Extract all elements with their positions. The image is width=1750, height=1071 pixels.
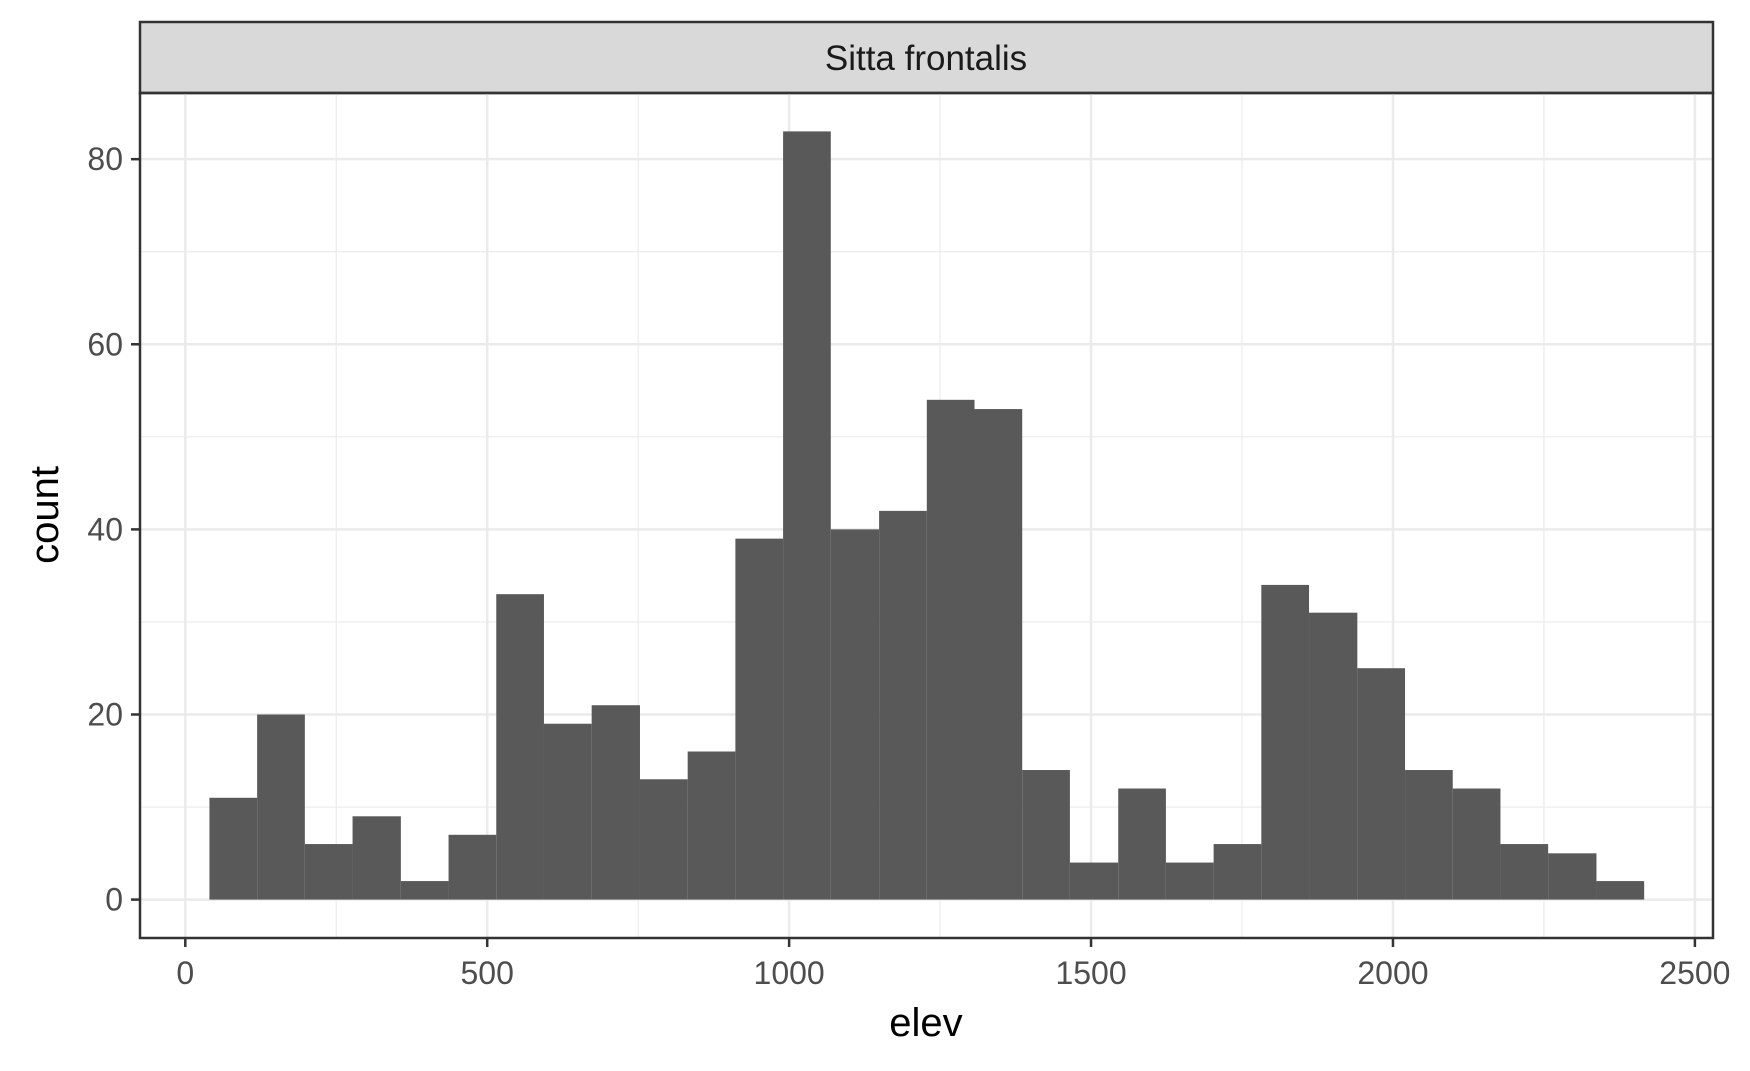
histogram-bar <box>543 723 592 900</box>
facet-label: Sitta frontalis <box>825 39 1027 78</box>
histogram-bar <box>1405 770 1453 900</box>
y-tick-label: 60 <box>87 326 123 362</box>
histogram-bars <box>209 131 1645 900</box>
histogram-bar <box>1500 844 1549 900</box>
x-tick-label: 1000 <box>754 955 825 991</box>
histogram-bar <box>304 844 353 900</box>
y-tick-label: 40 <box>87 511 123 547</box>
histogram-bar <box>1069 862 1119 900</box>
histogram-bar <box>1596 881 1645 900</box>
x-axis-title: elev <box>889 1001 962 1045</box>
y-tick-label: 0 <box>105 882 123 918</box>
x-tick-label: 0 <box>176 955 194 991</box>
x-tick-label: 1500 <box>1055 955 1126 991</box>
histogram-bar <box>591 705 640 900</box>
histogram-bar <box>879 510 927 900</box>
panel-border <box>138 91 1715 940</box>
x-tick-label: 2500 <box>1659 955 1730 991</box>
histogram-bar <box>257 714 305 900</box>
histogram-bar <box>783 131 831 900</box>
x-axis: 0 500 1000 1500 2000 2500 <box>176 938 1730 991</box>
histogram-bar <box>448 834 497 900</box>
histogram-bar <box>974 409 1023 900</box>
x-tick-label: 500 <box>461 955 514 991</box>
histogram-bar <box>830 529 880 900</box>
y-tick-label: 20 <box>87 696 123 732</box>
histogram-bar <box>1548 853 1597 900</box>
histogram-bar <box>1213 844 1262 900</box>
y-tick-label: 80 <box>87 141 123 177</box>
histogram-bar <box>926 399 975 900</box>
histogram-bar <box>735 538 784 900</box>
histogram-bar <box>1165 862 1214 900</box>
y-axis-title: count <box>23 466 67 564</box>
histogram-bar <box>1261 584 1310 900</box>
histogram-bar <box>1022 770 1070 900</box>
histogram-bar <box>400 881 449 900</box>
histogram-bar <box>1118 788 1166 900</box>
histogram-bar <box>1452 788 1501 900</box>
histogram-bar <box>496 594 544 900</box>
histogram-bar <box>352 816 401 900</box>
histogram-bar <box>639 779 688 900</box>
histogram-bar <box>687 751 736 900</box>
y-axis: 0 20 40 60 80 <box>87 141 140 918</box>
x-tick-label: 2000 <box>1357 955 1428 991</box>
facet-strip <box>138 20 1715 95</box>
histogram-bar <box>1357 668 1406 900</box>
histogram-bar <box>209 797 258 900</box>
histogram-bar <box>1309 612 1358 900</box>
